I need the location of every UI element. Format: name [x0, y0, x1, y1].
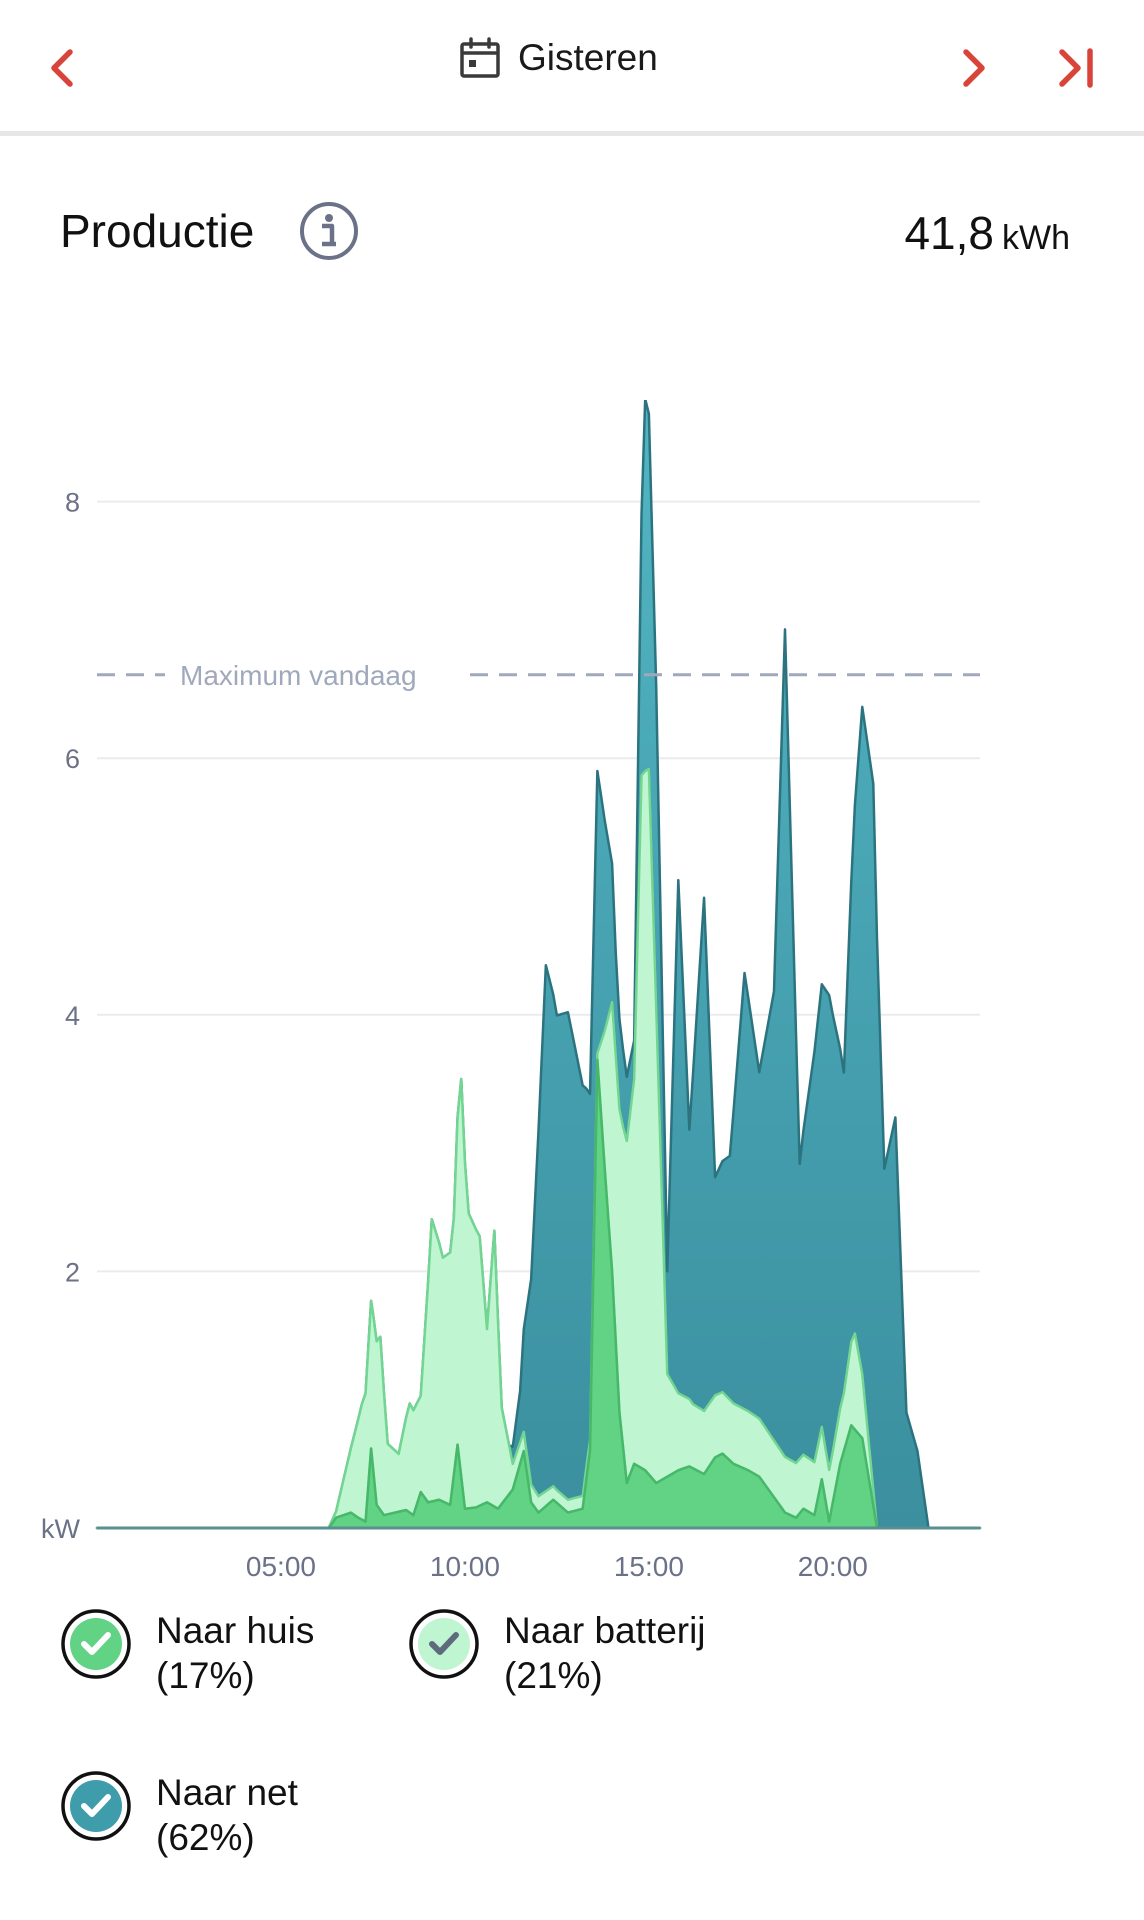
info-icon	[300, 202, 358, 260]
legend-percent-grid: (62%)	[156, 1817, 255, 1858]
chevron-left-icon	[51, 49, 73, 87]
battery-check-icon	[409, 1609, 479, 1679]
y-axis-unit: kW	[41, 1514, 81, 1544]
previous-day-button[interactable]	[34, 38, 94, 98]
legend-item-battery[interactable]: Naar batterij (21%)	[408, 1608, 706, 1698]
y-tick-label: 8	[65, 488, 80, 518]
area-naar-net	[95, 400, 982, 1530]
legend-label-grid: Naar net	[156, 1772, 298, 1813]
y-tick-label: 6	[65, 744, 80, 774]
skip-to-end-icon	[1059, 48, 1093, 88]
calendar-icon	[460, 37, 500, 78]
top-navigation-bar: Gisteren	[0, 0, 1144, 136]
total-production: 41,8 kWh	[904, 206, 1070, 260]
x-tick-label: 05:00	[246, 1551, 316, 1582]
legend-percent-house: (17%)	[156, 1655, 255, 1696]
reference-line-label: Maximum vandaag	[180, 660, 417, 691]
x-tick-label: 10:00	[430, 1551, 500, 1582]
x-tick-label: 20:00	[798, 1551, 868, 1582]
y-tick-label: 4	[65, 1001, 80, 1031]
y-tick-label: 2	[65, 1257, 80, 1287]
legend-item-house[interactable]: Naar huis (17%)	[60, 1608, 314, 1698]
legend-percent-battery: (21%)	[504, 1655, 603, 1696]
section-title: Productie	[60, 205, 255, 257]
date-label: Gisteren	[518, 37, 658, 78]
total-unit: kWh	[1002, 219, 1070, 257]
total-value: 41,8	[904, 207, 994, 259]
legend-label-house: Naar huis	[156, 1610, 315, 1651]
chevron-right-icon	[963, 49, 985, 87]
jump-to-today-button[interactable]	[1048, 38, 1108, 98]
next-day-button[interactable]	[942, 38, 1002, 98]
info-button[interactable]	[298, 200, 360, 262]
legend-label-battery: Naar batterij	[504, 1610, 706, 1651]
date-selector[interactable]: Gisteren	[458, 36, 658, 80]
section-header: Productie 41,8 kWh	[60, 200, 1080, 270]
grid-check-icon	[61, 1771, 131, 1841]
legend-item-grid[interactable]: Naar net (62%)	[60, 1770, 298, 1860]
house-check-icon	[61, 1609, 131, 1679]
production-chart: 2 4 6 8 kW Maximum vandaag 05:00 10:00 15:00 20:0…	[41, 400, 982, 1582]
x-tick-label: 15:00	[614, 1551, 684, 1582]
